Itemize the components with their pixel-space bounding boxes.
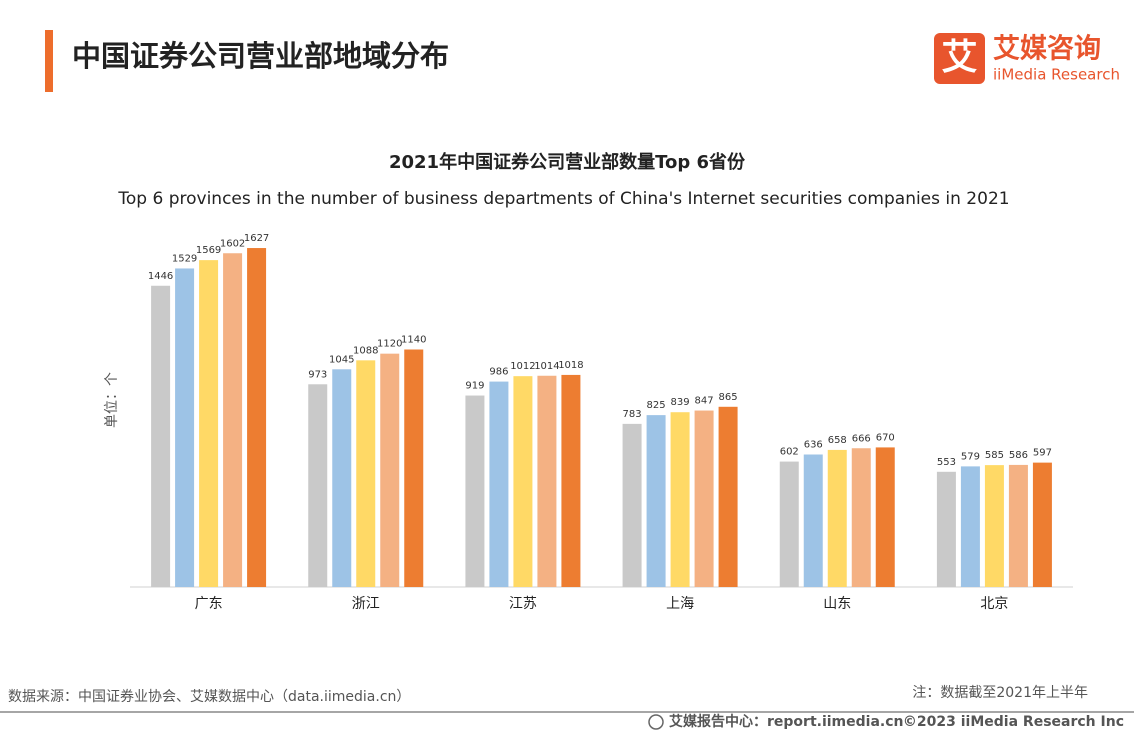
bar xyxy=(827,449,847,587)
chart-subtitle: Top 6 provinces in the number of busines… xyxy=(117,189,1009,209)
bar xyxy=(465,395,485,587)
value-label: 986 xyxy=(489,367,508,378)
bar xyxy=(670,412,690,587)
bar xyxy=(332,369,352,587)
value-label: 1012 xyxy=(510,361,535,372)
value-label: 553 xyxy=(937,457,956,468)
source: 数据来源：中国证券业协会、艾媒数据中心（data.iimedia.cn） xyxy=(8,689,410,705)
value-label: 1045 xyxy=(329,354,354,365)
value-label: 825 xyxy=(647,400,666,411)
bar xyxy=(779,461,799,587)
value-label: 597 xyxy=(1033,448,1052,459)
bar xyxy=(308,384,328,587)
value-label: 586 xyxy=(1009,450,1028,461)
value-label: 1120 xyxy=(377,339,402,350)
value-label: 585 xyxy=(985,450,1004,461)
value-label: 1088 xyxy=(353,345,378,356)
logo-square xyxy=(934,33,985,84)
value-label: 839 xyxy=(671,397,690,408)
bar xyxy=(694,410,714,587)
value-label: 1569 xyxy=(196,245,221,256)
value-label: 666 xyxy=(852,433,871,444)
site: 艾媒报告中心：report.iimedia.cn xyxy=(669,713,904,730)
bar xyxy=(1008,464,1028,587)
value-label: 1140 xyxy=(401,335,426,346)
bar xyxy=(489,381,509,587)
value-label: 783 xyxy=(623,409,642,420)
bar xyxy=(875,447,895,587)
bar xyxy=(646,415,666,587)
bar xyxy=(984,465,1004,587)
chart-title: 2021年中国证券公司营业部数量Top 6省份 xyxy=(389,151,746,173)
bar xyxy=(247,248,267,587)
value-label: 973 xyxy=(308,369,327,380)
value-label: 670 xyxy=(876,432,895,443)
value-label: 865 xyxy=(719,392,738,403)
bar xyxy=(513,376,533,587)
value-label: 636 xyxy=(804,440,823,451)
bar xyxy=(622,423,642,587)
x-tick-label: 山东 xyxy=(823,596,851,612)
x-tick-label: 江苏 xyxy=(509,596,537,612)
title-accent xyxy=(45,30,53,92)
bar xyxy=(537,375,557,587)
value-label: 658 xyxy=(828,435,847,446)
note: 注：数据截至2021年上半年 xyxy=(912,685,1088,701)
bar xyxy=(404,349,424,587)
value-label: 1018 xyxy=(558,360,583,371)
bar xyxy=(561,374,581,587)
bar xyxy=(960,466,980,587)
bar xyxy=(803,454,823,587)
value-label: 847 xyxy=(695,396,714,407)
x-tick-label: 北京 xyxy=(980,596,1008,612)
bar xyxy=(718,406,738,587)
x-tick-label: 上海 xyxy=(666,596,694,612)
page-title: 中国证券公司营业部地域分布 xyxy=(72,39,449,73)
logo-mark: 艾 xyxy=(941,37,977,78)
bar xyxy=(936,471,956,587)
bar xyxy=(1032,462,1052,587)
bar xyxy=(151,285,171,587)
bar xyxy=(356,360,376,587)
site-icon xyxy=(648,714,664,730)
value-label: 602 xyxy=(780,447,799,458)
value-label: 579 xyxy=(961,451,980,462)
bar xyxy=(851,448,871,587)
bar xyxy=(199,260,219,587)
value-label: 1446 xyxy=(148,271,173,282)
plot: 广东14461529156916021627浙江9731045108811201… xyxy=(148,233,1052,612)
x-tick-label: 浙江 xyxy=(352,596,380,612)
bar xyxy=(223,253,243,587)
x-tick-label: 广东 xyxy=(195,596,223,612)
value-label: 1014 xyxy=(534,361,559,372)
logo-subtitle: iiMedia Research xyxy=(993,66,1120,84)
value-label: 1529 xyxy=(172,253,197,264)
value-label: 919 xyxy=(465,381,484,392)
value-label: 1602 xyxy=(220,238,245,249)
bar xyxy=(175,268,195,587)
copyright: ©2023 iiMedia Research Inc xyxy=(903,714,1124,730)
logo-name: 艾媒咨询 xyxy=(993,33,1101,65)
y-axis-label: 单位：个 xyxy=(104,372,120,428)
value-label: 1627 xyxy=(244,233,269,244)
bar xyxy=(380,353,400,587)
